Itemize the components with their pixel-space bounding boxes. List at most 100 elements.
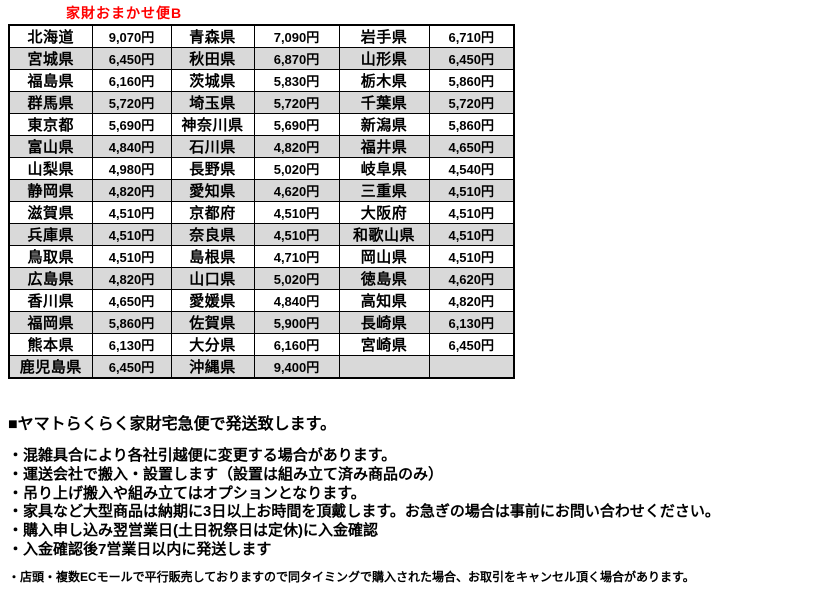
prefecture-cell: 秋田県 bbox=[170, 47, 255, 70]
price-cell: 6,160円 bbox=[91, 69, 172, 92]
prefecture-cell: 宮城県 bbox=[8, 47, 93, 70]
price-cell: 6,130円 bbox=[91, 333, 172, 356]
prefecture-cell: 奈良県 bbox=[170, 223, 255, 246]
price-cell: 6,450円 bbox=[91, 355, 172, 379]
note-item: ・運送会社で搬入・設置します（設置は組み立て済み商品のみ） bbox=[8, 465, 444, 483]
price-cell: 5,720円 bbox=[253, 91, 340, 114]
price-cell: 4,840円 bbox=[91, 135, 172, 158]
prefecture-cell bbox=[338, 355, 430, 379]
prefecture-cell: 滋賀県 bbox=[8, 201, 93, 224]
table-row: 兵庫県 4,510円 奈良県 4,510円 和歌山県 4,510円 bbox=[8, 223, 515, 246]
price-cell: 5,900円 bbox=[253, 311, 340, 334]
prefecture-cell: 栃木県 bbox=[338, 69, 430, 92]
price-cell: 4,820円 bbox=[428, 289, 515, 312]
prefecture-cell: 青森県 bbox=[170, 24, 255, 48]
prefecture-cell: 愛知県 bbox=[170, 179, 255, 202]
table-row: 広島県 4,820円 山口県 5,020円 徳島県 4,620円 bbox=[8, 267, 515, 290]
prefecture-cell: 香川県 bbox=[8, 289, 93, 312]
price-cell: 6,450円 bbox=[428, 47, 515, 70]
prefecture-cell: 福岡県 bbox=[8, 311, 93, 334]
price-cell: 4,650円 bbox=[91, 289, 172, 312]
price-cell: 4,510円 bbox=[428, 223, 515, 246]
notes-footnote: ・店頭・複数ECモールで平行販売しておりますので同タイミングで購入された場合、お… bbox=[8, 569, 695, 584]
price-cell: 5,860円 bbox=[91, 311, 172, 334]
prefecture-cell: 群馬県 bbox=[8, 91, 93, 114]
price-cell: 6,130円 bbox=[428, 311, 515, 334]
price-cell: 9,070円 bbox=[91, 24, 172, 48]
table-row: 富山県 4,840円 石川県 4,820円 福井県 4,650円 bbox=[8, 135, 515, 158]
prefecture-cell: 石川県 bbox=[170, 135, 255, 158]
note-item: ・混雑具合により各社引越便に変更する場合があります。 bbox=[8, 447, 397, 464]
prefecture-cell: 富山県 bbox=[8, 135, 93, 158]
prefecture-cell: 鹿児島県 bbox=[8, 355, 93, 379]
prefecture-cell: 鳥取県 bbox=[8, 245, 93, 268]
price-cell: 4,510円 bbox=[428, 245, 515, 268]
prefecture-cell: 埼玉県 bbox=[170, 91, 255, 114]
price-cell: 6,870円 bbox=[253, 47, 340, 70]
table-row: 滋賀県 4,510円 京都府 4,510円 大阪府 4,510円 bbox=[8, 201, 515, 224]
table-row: 福岡県 5,860円 佐賀県 5,900円 長崎県 6,130円 bbox=[8, 311, 515, 334]
price-cell: 5,860円 bbox=[428, 69, 515, 92]
prefecture-cell: 新潟県 bbox=[338, 113, 430, 136]
price-cell: 4,820円 bbox=[91, 267, 172, 290]
table-row: 群馬県 5,720円 埼玉県 5,720円 千葉県 5,720円 bbox=[8, 91, 515, 114]
table-row: 熊本県 6,130円 大分県 6,160円 宮崎県 6,450円 bbox=[8, 333, 515, 356]
prefecture-cell: 大分県 bbox=[170, 333, 255, 356]
price-cell: 5,020円 bbox=[253, 157, 340, 180]
prefecture-cell: 東京都 bbox=[8, 113, 93, 136]
note-item: ・入金確認後7営業日以内に発送します bbox=[8, 540, 272, 558]
prefecture-cell: 山口県 bbox=[170, 267, 255, 290]
price-cell: 4,980円 bbox=[91, 157, 172, 180]
price-cell: 4,510円 bbox=[253, 201, 340, 224]
prefecture-cell: 広島県 bbox=[8, 267, 93, 290]
table-title: 家財おまかせ便B bbox=[66, 5, 183, 21]
price-cell: 4,620円 bbox=[253, 179, 340, 202]
table-row: 鹿児島県 6,450円 沖縄県 9,400円 bbox=[8, 355, 515, 379]
price-cell: 4,540円 bbox=[428, 157, 515, 180]
prefecture-cell: 長崎県 bbox=[338, 311, 430, 334]
table-row: 宮城県 6,450円 秋田県 6,870円 山形県 6,450円 bbox=[8, 47, 515, 70]
prefecture-cell: 千葉県 bbox=[338, 91, 430, 114]
price-cell: 7,090円 bbox=[253, 24, 340, 48]
table-row: 東京都 5,690円 神奈川県 5,690円 新潟県 5,860円 bbox=[8, 113, 515, 136]
price-cell: 4,510円 bbox=[91, 223, 172, 246]
shipping-price-table: 北海道 9,070円 青森県 7,090円 岩手県 6,710円 宮城県 6,450円 秋田県 6… bbox=[8, 24, 515, 379]
prefecture-cell: 佐賀県 bbox=[170, 311, 255, 334]
prefecture-cell: 静岡県 bbox=[8, 179, 93, 202]
prefecture-cell: 岐阜県 bbox=[338, 157, 430, 180]
price-cell: 6,160円 bbox=[253, 333, 340, 356]
prefecture-cell: 北海道 bbox=[8, 24, 93, 48]
prefecture-cell: 岡山県 bbox=[338, 245, 430, 268]
price-table-body: 北海道 9,070円 青森県 7,090円 岩手県 6,710円 宮城県 6,450円 秋田県 6… bbox=[8, 24, 515, 379]
price-cell: 5,720円 bbox=[428, 91, 515, 114]
prefecture-cell: 大阪府 bbox=[338, 201, 430, 224]
price-cell: 5,020円 bbox=[253, 267, 340, 290]
price-cell: 6,450円 bbox=[428, 333, 515, 356]
prefecture-cell: 兵庫県 bbox=[8, 223, 93, 246]
price-cell: 4,840円 bbox=[253, 289, 340, 312]
price-cell: 6,710円 bbox=[428, 24, 515, 48]
prefecture-cell: 福井県 bbox=[338, 135, 430, 158]
prefecture-cell: 熊本県 bbox=[8, 333, 93, 356]
price-cell: 4,510円 bbox=[428, 201, 515, 224]
prefecture-cell: 茨城県 bbox=[170, 69, 255, 92]
prefecture-cell: 三重県 bbox=[338, 179, 430, 202]
table-row: 香川県 4,650円 愛媛県 4,840円 高知県 4,820円 bbox=[8, 289, 515, 312]
prefecture-cell: 和歌山県 bbox=[338, 223, 430, 246]
prefecture-cell: 神奈川県 bbox=[170, 113, 255, 136]
price-cell: 4,820円 bbox=[253, 135, 340, 158]
price-cell: 4,510円 bbox=[91, 245, 172, 268]
table-row: 福島県 6,160円 茨城県 5,830円 栃木県 5,860円 bbox=[8, 69, 515, 92]
table-row: 山梨県 4,980円 長野県 5,020円 岐阜県 4,540円 bbox=[8, 157, 515, 180]
prefecture-cell: 島根県 bbox=[170, 245, 255, 268]
table-row: 静岡県 4,820円 愛知県 4,620円 三重県 4,510円 bbox=[8, 179, 515, 202]
table-row: 北海道 9,070円 青森県 7,090円 岩手県 6,710円 bbox=[8, 24, 515, 48]
price-cell: 5,860円 bbox=[428, 113, 515, 136]
note-item: ・家具など大型商品は納期に3日以上お時間を頂戴します。お急ぎの場合は事前にお問い… bbox=[8, 503, 720, 521]
prefecture-cell: 高知県 bbox=[338, 289, 430, 312]
prefecture-cell: 宮崎県 bbox=[338, 333, 430, 356]
note-item: ・購入申し込み翌営業日(土日祝祭日は定休)に入金確認 bbox=[8, 522, 378, 540]
prefecture-cell: 福島県 bbox=[8, 69, 93, 92]
price-cell: 4,650円 bbox=[428, 135, 515, 158]
